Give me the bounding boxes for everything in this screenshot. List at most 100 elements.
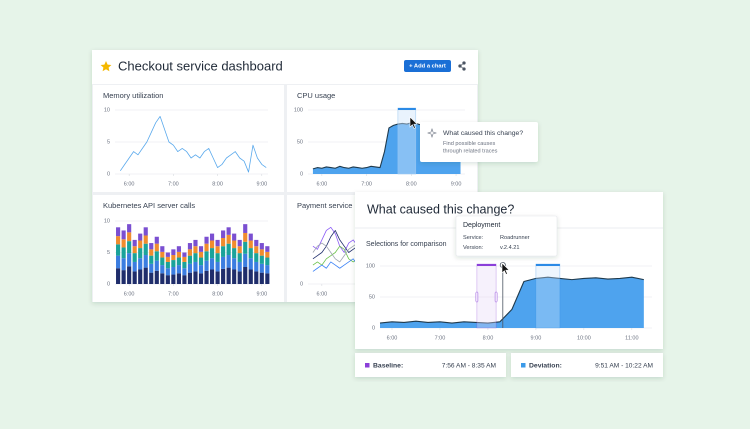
panel-title: Memory utilization — [103, 91, 163, 100]
bar-segment — [176, 257, 181, 266]
bar-segment — [243, 266, 248, 284]
popover-card[interactable] — [420, 122, 538, 162]
bar-segment — [232, 258, 237, 270]
bar-segment — [138, 258, 143, 270]
x-tick-label: 8:00 — [483, 335, 494, 341]
bar-segment — [143, 235, 148, 244]
bar-segment — [209, 240, 215, 249]
detail-title: What caused this change? — [367, 202, 514, 216]
bar-segment — [215, 253, 220, 262]
y-tick-label: 0 — [107, 171, 110, 177]
deviation-band — [535, 263, 561, 329]
bar-segment — [187, 243, 193, 250]
deviation-label: Deviation: — [529, 362, 562, 369]
deviation-card[interactable] — [511, 353, 663, 377]
bar-segment — [187, 255, 193, 264]
share-icon[interactable] — [458, 61, 466, 71]
bar-segment — [143, 255, 148, 268]
x-tick-label: 8:00 — [406, 181, 417, 187]
x-tick-label: 6:00 — [317, 181, 328, 187]
bar-segment — [226, 267, 231, 284]
bar-segment — [182, 275, 187, 284]
bar-segment — [209, 233, 215, 241]
line — [312, 230, 358, 260]
bar-segment — [121, 247, 126, 259]
bar-segment — [149, 255, 154, 264]
bar-segment — [215, 261, 220, 272]
bar-segment — [182, 252, 187, 257]
bar-segment — [149, 243, 154, 250]
bar-segment — [132, 271, 137, 284]
bar-segment — [198, 251, 204, 258]
bar-segment — [259, 249, 264, 256]
bar-segment — [193, 246, 198, 254]
bar-segment — [221, 256, 226, 269]
bar-segment — [127, 224, 132, 233]
line — [312, 258, 358, 272]
bar-segment — [176, 246, 181, 252]
deviation-bar: Deviation: 9:51 AM - 10:22 AM — [511, 353, 663, 377]
bar-segment — [254, 246, 259, 254]
tooltip-value: Roadrunner — [500, 235, 530, 241]
bar-segment — [265, 246, 270, 252]
bar-segment — [248, 269, 253, 284]
x-tick-label: 7:00 — [168, 291, 179, 297]
star-icon[interactable] — [100, 61, 112, 72]
x-tick-label: 8:00 — [212, 291, 223, 297]
popover-text: through related traces — [443, 148, 498, 154]
bar-segment — [232, 233, 237, 241]
bar-segment — [154, 243, 159, 252]
x-tick-label: 6:00 — [387, 335, 398, 341]
bar-segment — [232, 240, 237, 249]
bar-segment — [165, 252, 170, 257]
bar-segment — [254, 239, 259, 247]
bar-segment — [204, 270, 209, 284]
bar-segment — [143, 243, 148, 256]
add-chart-button[interactable] — [404, 60, 451, 72]
bar-segment — [226, 234, 231, 244]
bar-segment — [160, 265, 165, 274]
add-chart-label[interactable]: + Add a chart — [409, 64, 446, 70]
detail-subtitle: Selections for comparison — [366, 241, 447, 248]
bar-segment — [237, 261, 242, 272]
sparkle-icon — [427, 128, 437, 138]
line — [312, 226, 358, 253]
bar-segment — [149, 263, 154, 273]
bar-segment — [127, 266, 132, 284]
bar-segment — [171, 266, 176, 275]
bar-segment — [182, 261, 187, 269]
bar-segment — [176, 251, 181, 258]
bar-segment — [182, 256, 187, 262]
bar-segment — [187, 263, 193, 273]
bar-segment — [127, 232, 132, 242]
bar-segment — [160, 246, 165, 252]
bar-segment — [204, 243, 209, 252]
bar-segment — [259, 243, 264, 250]
bar-segment — [132, 261, 137, 272]
bar-segment — [237, 246, 242, 254]
bar-segment — [127, 253, 132, 267]
bar-segment — [132, 239, 137, 247]
line — [119, 116, 267, 173]
baseline-card[interactable] — [355, 353, 506, 377]
bar-segment — [226, 227, 231, 235]
bar-segment — [132, 246, 137, 254]
range-handle — [494, 291, 498, 303]
bar-segment — [265, 265, 270, 274]
x-tick-label: 6:00 — [124, 291, 135, 297]
x-tick-label: 7:00 — [361, 181, 372, 187]
bar-segment — [171, 249, 176, 256]
bar-segment — [121, 270, 126, 284]
bar-segment — [187, 272, 193, 284]
popover-title[interactable]: What caused this change? — [443, 130, 523, 137]
bar-segment — [138, 248, 143, 259]
bar-segment — [237, 271, 242, 284]
range-handle — [475, 291, 479, 303]
tooltip-key: Service: — [463, 235, 484, 241]
bar-segment — [259, 272, 264, 284]
bar-segment — [198, 265, 204, 274]
bar-segment — [187, 249, 193, 256]
bar-segment — [193, 271, 198, 284]
baseline-band — [476, 263, 497, 329]
